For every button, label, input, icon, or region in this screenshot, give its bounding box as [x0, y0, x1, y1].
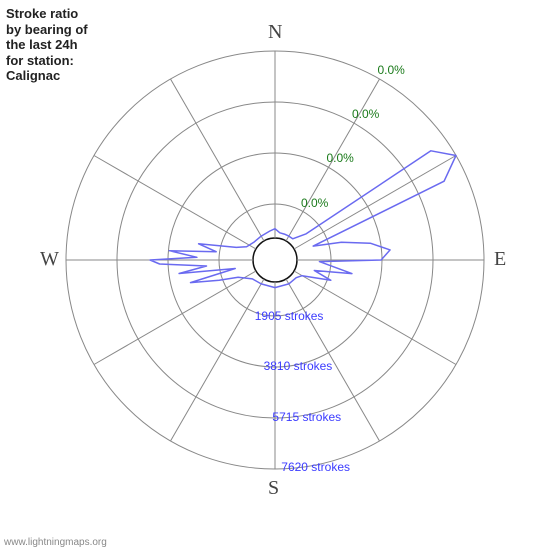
compass-west: W	[40, 248, 59, 271]
stroke-label-ring1: 3810 strokes	[264, 359, 333, 373]
percent-label-ring3: 0.0%	[378, 63, 405, 77]
percent-label-ring2: 0.0%	[352, 107, 379, 121]
chart-title: Stroke ratio by bearing of the last 24h …	[6, 6, 88, 84]
compass-north: N	[268, 21, 282, 44]
compass-south: S	[268, 477, 279, 500]
percent-label-ring0: 0.0%	[301, 196, 328, 210]
stroke-label-ring0: 1905 strokes	[255, 309, 324, 323]
polar-chart-container: Stroke ratio by bearing of the last 24h …	[0, 0, 550, 550]
stroke-label-ring2: 5715 strokes	[272, 410, 341, 424]
percent-label-ring1: 0.0%	[327, 151, 354, 165]
stroke-label-ring3: 7620 strokes	[281, 460, 350, 474]
compass-east: E	[494, 248, 506, 271]
footer-attribution: www.lightningmaps.org	[4, 537, 107, 548]
